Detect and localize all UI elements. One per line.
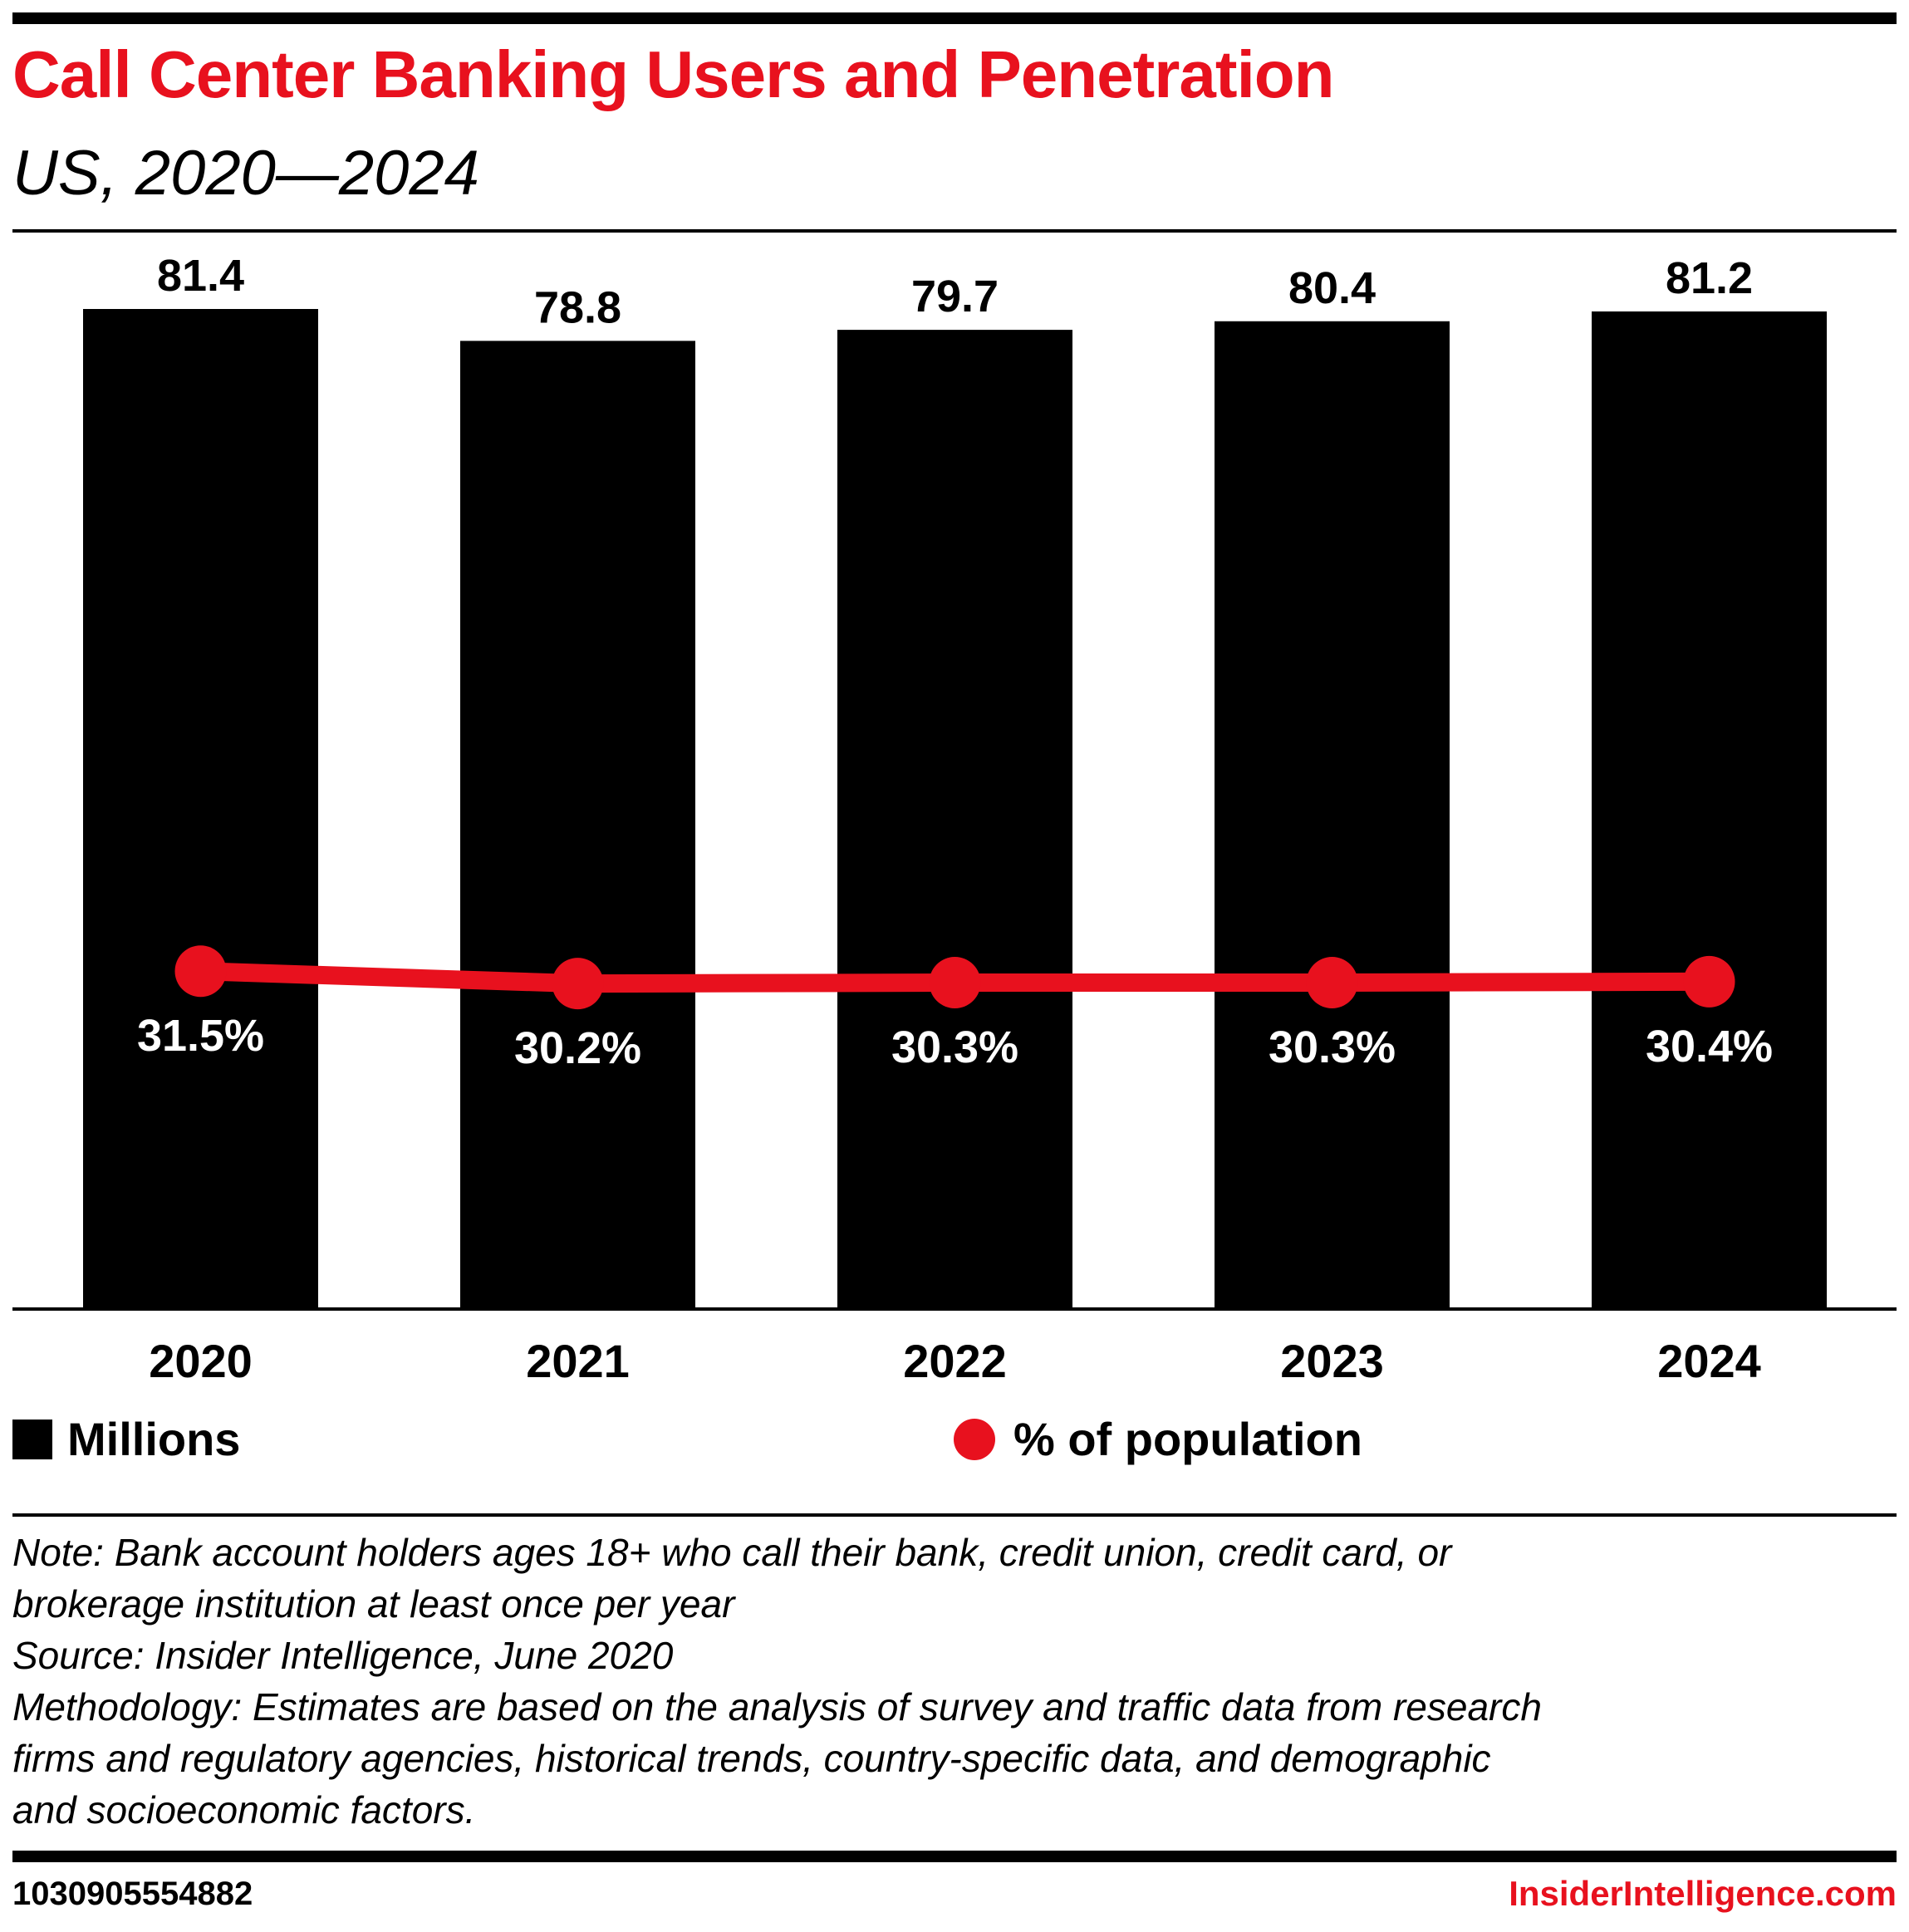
pct-label-2020: 31.5% <box>137 1011 264 1061</box>
notes-divider <box>12 1513 1897 1517</box>
penetration-point-2021 <box>552 958 604 1010</box>
x-tick-labels: 2020 2021 2022 2023 2024 <box>149 1335 1761 1387</box>
bar-2024 <box>1592 311 1827 1307</box>
notes-block: Note: Bank account holders ages 18+ who … <box>12 1527 1898 1836</box>
pct-label-2021: 30.2% <box>514 1023 641 1073</box>
methodology-line: and socioeconomic factors. <box>12 1788 476 1831</box>
penetration-point-2020 <box>174 945 227 998</box>
methodology-line: firms and regulatory agencies, historica… <box>12 1737 1491 1780</box>
chart-title: Call Center Banking Users and Penetratio… <box>12 37 1335 111</box>
legend-pct: % of population <box>954 1412 1362 1466</box>
penetration-line-group <box>174 945 1735 1010</box>
pct-label-2023: 30.3% <box>1269 1022 1396 1072</box>
pct-label-2022: 30.3% <box>891 1022 1018 1072</box>
bar-2021 <box>460 341 695 1308</box>
methodology-line: Methodology: Estimates are based on the … <box>12 1685 1542 1729</box>
x-tick-label-2024: 2024 <box>1657 1335 1761 1387</box>
bar-value-label-2020: 81.4 <box>157 251 244 301</box>
bar-value-label-2022: 79.7 <box>911 272 999 321</box>
pct-labels-group: 31.5% 30.2% 30.3% 30.3% 30.4% <box>137 1011 1773 1073</box>
bar-value-label-2023: 80.4 <box>1288 263 1376 313</box>
bar-value-label-2021: 78.8 <box>534 282 621 332</box>
bar-labels-group: 81.4 78.8 79.7 80.4 81.2 <box>157 251 1753 332</box>
top-rule <box>12 12 1897 24</box>
bottom-rule <box>12 1851 1897 1862</box>
x-tick-label-2021: 2021 <box>526 1335 630 1387</box>
penetration-point-2023 <box>1306 957 1358 1008</box>
bar-value-label-2024: 81.2 <box>1666 253 1753 303</box>
x-tick-label-2023: 2023 <box>1280 1335 1384 1387</box>
legend-square-icon <box>12 1419 52 1459</box>
note-line: Note: Bank account holders ages 18+ who … <box>12 1531 1452 1574</box>
legend-millions-label: Millions <box>67 1413 241 1465</box>
penetration-point-2024 <box>1683 955 1735 1008</box>
chart-subtitle: US, 2020—2024 <box>12 138 479 208</box>
bar-2020 <box>83 309 318 1307</box>
brand-link[interactable]: InsiderIntelligence.com <box>1509 1874 1897 1913</box>
x-tick-label-2022: 2022 <box>903 1335 1007 1387</box>
legend-pct-label: % of population <box>1013 1413 1362 1465</box>
legend-dot-icon <box>954 1418 995 1460</box>
chart-area: 81.478.8 79.7 80.4 81.2 2020 2021 2022 2023 202… <box>12 251 1897 1387</box>
note-line: brokerage institution at least once per … <box>12 1582 735 1626</box>
pct-label-2024: 30.4% <box>1646 1022 1773 1071</box>
bar-2022 <box>837 330 1072 1308</box>
chart-id: 1030905554882 <box>12 1876 253 1912</box>
legend-millions: Millions <box>12 1412 240 1466</box>
bar-2023 <box>1215 321 1450 1307</box>
source-line: Source: Insider Intelligence, June 2020 <box>12 1634 674 1677</box>
header-divider <box>12 229 1897 233</box>
penetration-point-2022 <box>929 957 981 1008</box>
bars-group <box>83 309 1827 1308</box>
x-tick-label-2020: 2020 <box>149 1335 253 1387</box>
